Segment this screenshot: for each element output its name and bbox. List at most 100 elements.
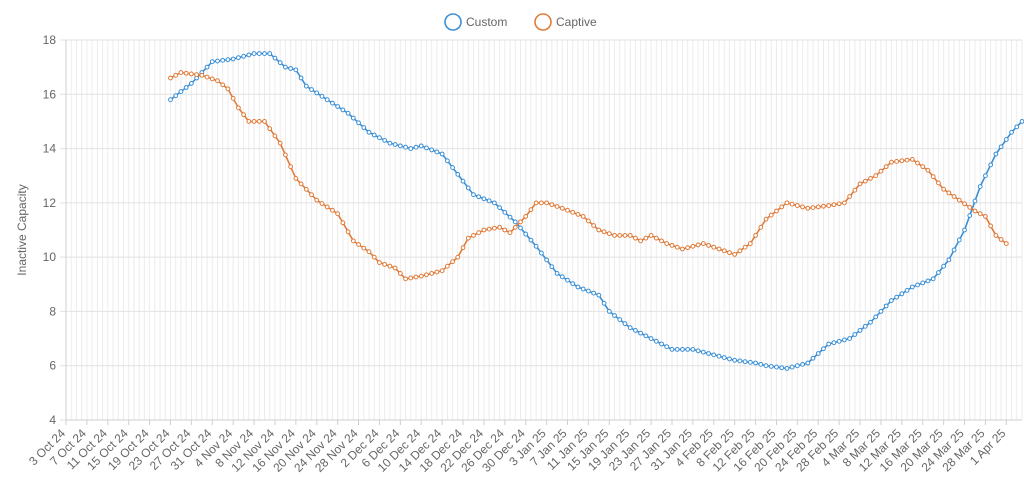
data-point — [403, 144, 408, 150]
data-point — [852, 187, 858, 193]
data-point — [366, 249, 372, 255]
data-point — [559, 205, 565, 211]
data-point — [465, 235, 471, 241]
data-point — [429, 147, 435, 153]
data-point — [988, 223, 994, 229]
data-point — [366, 129, 372, 135]
data-point — [695, 348, 701, 354]
data-point — [794, 203, 800, 208]
y-tick-label: 14 — [43, 142, 57, 156]
data-point — [753, 360, 758, 366]
data-point — [983, 214, 988, 219]
data-point — [889, 159, 894, 165]
data-point — [977, 211, 983, 217]
data-point — [962, 201, 967, 207]
data-point — [862, 323, 868, 329]
data-point — [382, 138, 388, 143]
data-point — [168, 75, 173, 81]
data-point — [173, 72, 179, 78]
data-point — [810, 205, 816, 211]
data-point — [815, 204, 821, 210]
data-point — [920, 280, 926, 286]
data-point — [178, 70, 184, 75]
data-point — [779, 204, 785, 210]
data-point — [941, 186, 947, 192]
data-point — [241, 112, 247, 118]
series-captive — [168, 70, 1009, 282]
data-point — [967, 213, 973, 218]
data-point — [586, 288, 591, 294]
data-point — [554, 204, 560, 209]
data-point — [622, 233, 628, 238]
data-point — [549, 264, 555, 270]
data-point — [685, 245, 691, 251]
data-point — [800, 361, 805, 367]
data-point — [993, 151, 999, 157]
data-point — [685, 347, 691, 352]
data-point — [622, 321, 628, 327]
data-point — [680, 347, 685, 352]
data-point — [868, 176, 873, 181]
data-point — [272, 133, 278, 139]
data-point — [674, 244, 680, 250]
y-tick-label: 18 — [43, 33, 57, 47]
data-point — [674, 347, 680, 352]
data-point — [758, 361, 764, 367]
data-point — [737, 358, 743, 364]
data-point — [356, 120, 361, 126]
data-point — [559, 274, 565, 280]
data-point — [747, 241, 753, 246]
data-point — [204, 74, 210, 80]
series-line-custom — [169, 52, 1023, 370]
data-point — [617, 317, 623, 322]
data-point — [580, 214, 586, 219]
data-point — [826, 203, 832, 208]
data-point — [215, 58, 220, 64]
data-point — [251, 51, 257, 56]
data-point — [1003, 137, 1009, 142]
data-point — [659, 341, 664, 347]
data-point — [523, 214, 529, 219]
data-point — [418, 273, 424, 279]
data-point — [298, 181, 304, 187]
data-point — [570, 209, 576, 215]
data-point — [836, 338, 842, 344]
data-point — [909, 157, 915, 162]
data-point — [173, 93, 179, 99]
data-point — [627, 325, 633, 331]
data-point — [549, 202, 555, 208]
data-point — [930, 276, 936, 282]
data-point — [899, 158, 905, 164]
series-custom — [168, 51, 1024, 371]
data-point — [178, 89, 184, 94]
data-point — [669, 242, 675, 248]
data-point — [575, 211, 581, 217]
data-point — [930, 174, 936, 180]
data-point — [491, 225, 497, 231]
data-point — [763, 216, 769, 222]
data-point — [199, 72, 205, 78]
data-point — [256, 51, 262, 56]
data-point — [841, 200, 847, 206]
data-point — [403, 276, 408, 282]
data-point — [382, 261, 388, 267]
data-point — [633, 235, 638, 241]
data-point — [272, 55, 278, 61]
data-point — [235, 55, 241, 61]
data-point — [408, 275, 414, 281]
data-point — [486, 198, 492, 204]
data-point — [335, 211, 341, 217]
data-point — [920, 164, 926, 170]
data-point — [209, 59, 215, 65]
data-point — [544, 257, 550, 263]
data-point — [220, 82, 226, 88]
data-point — [826, 341, 832, 347]
data-point — [857, 328, 863, 333]
data-point — [664, 241, 670, 246]
data-point — [345, 110, 351, 116]
data-point — [361, 125, 367, 130]
data-point — [810, 355, 816, 361]
data-point — [737, 248, 743, 254]
data-point — [538, 200, 544, 206]
